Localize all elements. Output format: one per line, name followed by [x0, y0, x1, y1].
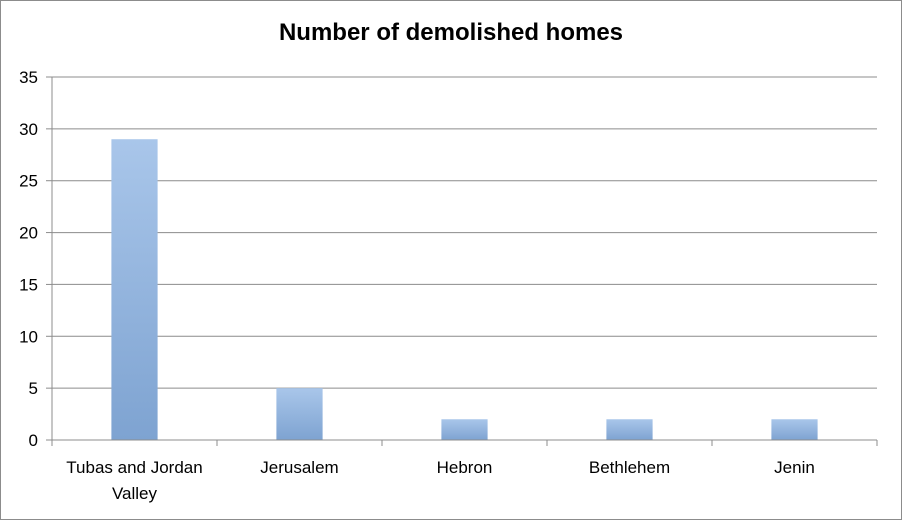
y-tick-label: 25: [19, 172, 38, 191]
y-tick-label: 30: [19, 120, 38, 139]
bar-0: [111, 139, 158, 440]
y-tick-label: 20: [19, 224, 38, 243]
bar-2: [441, 419, 488, 440]
y-tick-label: 15: [19, 275, 38, 294]
chart-title: Number of demolished homes: [278, 19, 624, 46]
bar-3: [606, 419, 653, 440]
x-category-label: Hebron: [437, 458, 493, 477]
x-category-label: Bethlehem: [589, 458, 670, 477]
x-category-label: Jenin: [774, 458, 815, 477]
y-tick-label: 10: [19, 327, 38, 346]
bar-1: [276, 388, 323, 440]
x-category-label: Jerusalem: [260, 458, 338, 477]
x-category-label: Tubas and Jordan Valley: [66, 458, 202, 503]
y-tick-label: 5: [29, 379, 38, 398]
y-tick-label: 35: [19, 68, 38, 87]
bar-4: [771, 419, 818, 440]
y-tick-label: 0: [29, 431, 38, 450]
